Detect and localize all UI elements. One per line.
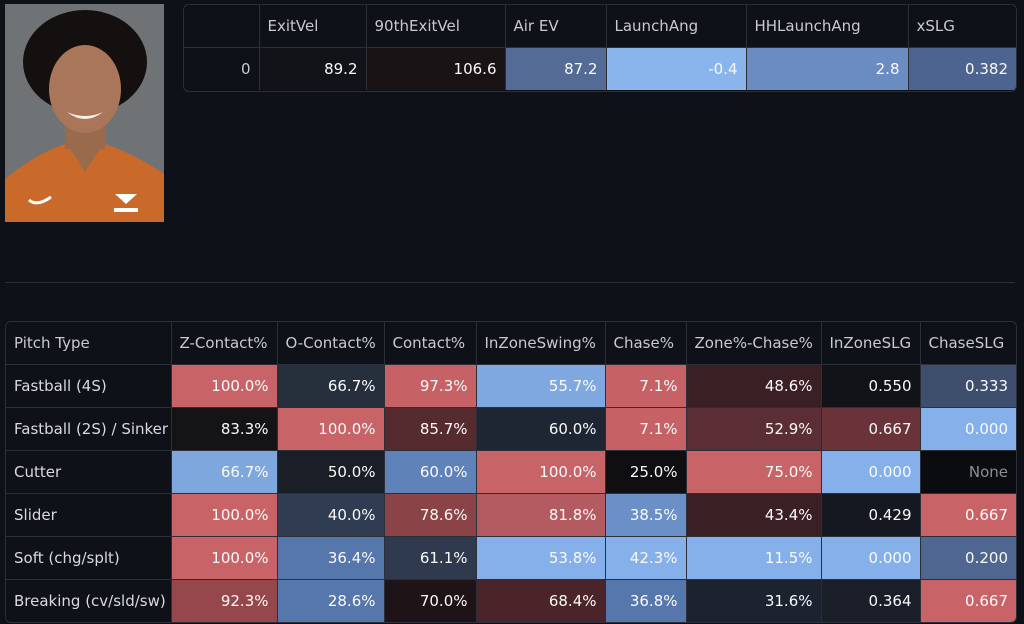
table-cell: 7.1%	[605, 364, 687, 408]
table-cell: 2.8	[746, 47, 909, 90]
table-cell: 53.8%	[476, 536, 606, 580]
table-cell: 55.7%	[476, 364, 606, 408]
table-cell: 36.4%	[277, 536, 385, 580]
table-cell: 11.5%	[686, 536, 822, 580]
table-cell: 0.667	[920, 493, 1016, 537]
table-cell: 66.7%	[171, 450, 278, 494]
column-header[interactable]: ExitVel	[259, 5, 367, 48]
table-cell: 0.364	[821, 579, 921, 622]
table-row: Cutter 66.7% 50.0% 60.0% 100.0% 25.0% 75.0% 0.0…	[6, 450, 1016, 494]
table-cell: 70.0%	[384, 579, 477, 622]
pitch-type-label: Cutter	[6, 450, 172, 494]
table-cell: 52.9%	[686, 407, 822, 451]
table-row: Slider 100.0% 40.0% 78.6% 81.8% 38.5% 43.4% 0.4…	[6, 493, 1016, 537]
column-header[interactable]: 90thExitVel	[366, 5, 506, 48]
table-cell: 83.3%	[171, 407, 278, 451]
table-cell: 28.6%	[277, 579, 385, 622]
table-cell: 87.2	[505, 47, 607, 90]
table-cell: 97.3%	[384, 364, 477, 408]
table-cell: 60.0%	[476, 407, 606, 451]
column-header[interactable]: Z-Contact%	[171, 322, 278, 365]
column-header[interactable]: InZoneSwing%	[476, 322, 606, 365]
summary-table: ExitVel 90thExitVel Air EV LaunchAng HHLaunc…	[184, 5, 1016, 90]
pitch-type-label: Soft (chg/splt)	[6, 536, 172, 580]
column-header[interactable]: HHLaunchAng	[746, 5, 909, 48]
table-cell: 85.7%	[384, 407, 477, 451]
pitch-type-table-container[interactable]: Pitch Type Z-Contact% O-Contact% Contact% In…	[5, 321, 1017, 623]
table-cell: 0.667	[920, 579, 1016, 622]
table-cell: 0.382	[908, 47, 1016, 90]
column-header[interactable]: ChaseSLG	[920, 322, 1016, 365]
table-cell: 0.200	[920, 536, 1016, 580]
table-cell: 100.0%	[476, 450, 606, 494]
summary-table-container[interactable]: ExitVel 90thExitVel Air EV LaunchAng HHLaunc…	[183, 4, 1017, 92]
pitch-type-label: Fastball (4S)	[6, 364, 172, 408]
table-cell: 100.0%	[171, 536, 278, 580]
table-cell: 60.0%	[384, 450, 477, 494]
table-cell: 61.1%	[384, 536, 477, 580]
table-cell: 0.333	[920, 364, 1016, 408]
table-row: Fastball (4S) 100.0% 66.7% 97.3% 55.7% 7.1% 48…	[6, 364, 1016, 408]
column-header[interactable]: LaunchAng	[606, 5, 747, 48]
column-header[interactable]: Chase%	[605, 322, 687, 365]
table-cell: 48.6%	[686, 364, 822, 408]
table-cell: 68.4%	[476, 579, 606, 622]
column-header[interactable]: xSLG	[908, 5, 1016, 48]
table-cell: 0.000	[920, 407, 1016, 451]
table-row: Breaking (cv/sld/sw) 92.3% 28.6% 70.0% 68.4%…	[6, 579, 1016, 622]
table-cell: 0.550	[821, 364, 921, 408]
table-cell: 40.0%	[277, 493, 385, 537]
table-cell: 50.0%	[277, 450, 385, 494]
table-cell: 43.4%	[686, 493, 822, 537]
table-cell: 38.5%	[605, 493, 687, 537]
table-cell: 42.3%	[605, 536, 687, 580]
column-header[interactable]: Contact%	[384, 322, 477, 365]
table-cell: 31.6%	[686, 579, 822, 622]
table-cell: 81.8%	[476, 493, 606, 537]
pitch-type-label: Fastball (2S) / Sinker	[6, 407, 172, 451]
table-cell: 100.0%	[171, 364, 278, 408]
table-cell: 7.1%	[605, 407, 687, 451]
column-header[interactable]: Air EV	[505, 5, 607, 48]
table-cell: 89.2	[259, 47, 367, 90]
pitch-type-label: Slider	[6, 493, 172, 537]
table-cell: 100.0%	[171, 493, 278, 537]
table-row: Fastball (2S) / Sinker 83.3% 100.0% 85.7% 60…	[6, 407, 1016, 451]
table-row: 0 89.2 106.6 87.2 -0.4 2.8 0.382	[184, 47, 1016, 90]
table-cell: 106.6	[366, 47, 506, 90]
row-index: 0	[184, 47, 260, 90]
table-cell: 25.0%	[605, 450, 687, 494]
player-photo	[5, 4, 164, 222]
column-header[interactable]: InZoneSLG	[821, 322, 921, 365]
table-cell: 0.000	[821, 450, 921, 494]
table-cell: 78.6%	[384, 493, 477, 537]
table-cell: 36.8%	[605, 579, 687, 622]
pitch-type-table: Pitch Type Z-Contact% O-Contact% Contact% In…	[6, 322, 1016, 622]
section-divider	[5, 282, 1015, 283]
table-cell: 66.7%	[277, 364, 385, 408]
table-cell: -0.4	[606, 47, 747, 90]
table-cell: 100.0%	[277, 407, 385, 451]
pitch-type-label: Breaking (cv/sld/sw)	[6, 579, 172, 622]
column-header[interactable]	[184, 5, 260, 48]
table-cell: 75.0%	[686, 450, 822, 494]
table-cell: 0.429	[821, 493, 921, 537]
table-cell: 0.667	[821, 407, 921, 451]
table-row: Soft (chg/splt) 100.0% 36.4% 61.1% 53.8% 42.3…	[6, 536, 1016, 580]
column-header[interactable]: O-Contact%	[277, 322, 385, 365]
table-cell: 92.3%	[171, 579, 278, 622]
column-header[interactable]: Pitch Type	[6, 322, 172, 365]
column-header[interactable]: Zone%-Chase%	[686, 322, 822, 365]
table-cell: 0.000	[821, 536, 921, 580]
table-cell: None	[920, 450, 1016, 494]
